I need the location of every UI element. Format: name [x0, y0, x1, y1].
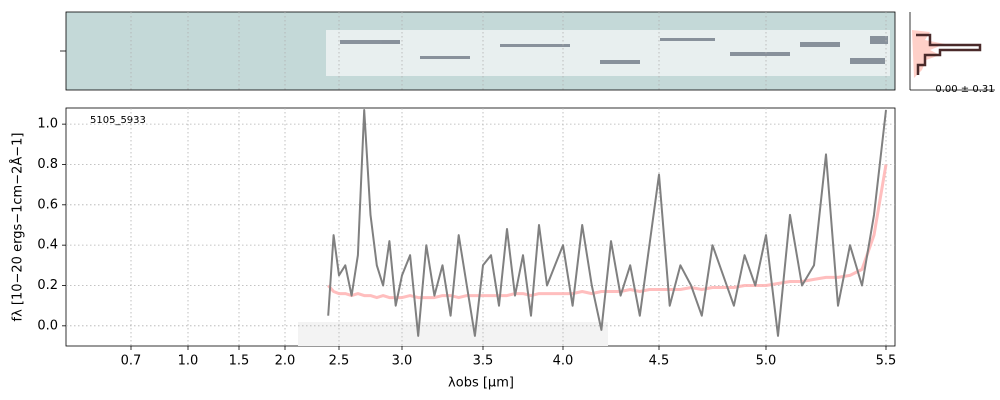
- y-tick-label: 1.0: [37, 117, 58, 132]
- annotation: 5105_5933: [90, 115, 146, 126]
- x-tick-label: 3.0: [392, 354, 413, 369]
- x-tick-label: 3.5: [473, 354, 494, 369]
- x-tick-label: 4.5: [649, 354, 670, 369]
- x-tick-label: 4.0: [553, 354, 574, 369]
- x-tick-label: 5.0: [756, 354, 777, 369]
- plot-frame: [65, 107, 896, 347]
- coverage-shade: [298, 322, 608, 346]
- x-tick-label: 5.5: [876, 354, 897, 369]
- plot-area: 0.0 0.2 0.4 0.6 0.8 1.0 0.7 1.0 1.5 2.0 2.5 3.0 3.5 4…: [37, 12, 896, 369]
- y-tick-label: 0.8: [37, 157, 58, 172]
- spectrum-line: [327, 164, 888, 300]
- x-tick-label: 0.7: [121, 354, 142, 369]
- x-axis-label: λobs [μm]: [448, 376, 514, 391]
- y-axis-label: fλ [10−20 ergs−1cm−2Å−1]: [10, 133, 26, 322]
- x-tick-label: 2.0: [275, 354, 296, 369]
- side-histogram: [916, 33, 982, 75]
- y-tick-label: 0.4: [37, 238, 58, 253]
- y-tick-label: 0.6: [37, 197, 58, 212]
- side-label: 0.00 ± 0.31: [935, 84, 994, 95]
- x-tick-label: 1.0: [178, 354, 199, 369]
- spectrum-2d-noise: [340, 36, 888, 64]
- spectrum-2d-trace: [326, 30, 890, 76]
- y-tick-label: 0.2: [37, 278, 58, 293]
- spectrum-line: [327, 109, 887, 337]
- x-tick-label: 1.5: [229, 354, 250, 369]
- y-tick-label: 0.0: [37, 318, 58, 333]
- x-tick-label: 2.5: [329, 354, 350, 369]
